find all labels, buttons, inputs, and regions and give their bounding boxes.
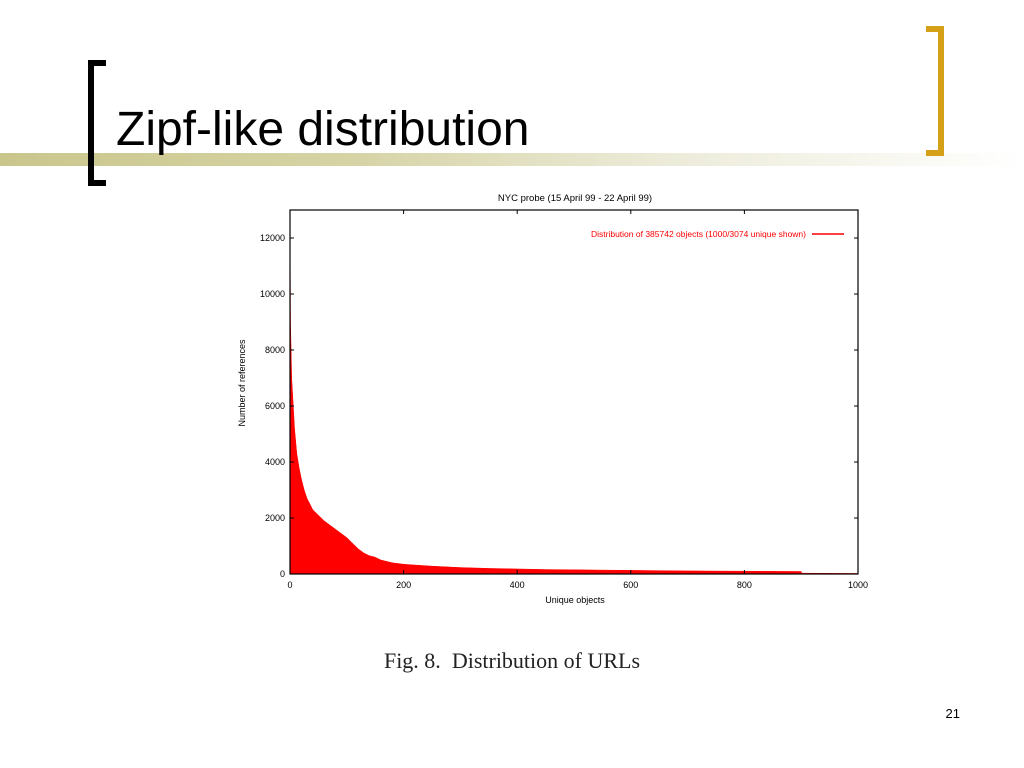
caption-text: Distribution of URLs bbox=[451, 648, 641, 673]
y-axis-label: Number of references bbox=[237, 339, 247, 427]
y-tick-label: 10000 bbox=[260, 289, 285, 299]
y-tick-label: 6000 bbox=[265, 401, 285, 411]
y-tick-label: 2000 bbox=[265, 513, 285, 523]
x-tick-label: 0 bbox=[287, 580, 292, 590]
y-tick-label: 12000 bbox=[260, 233, 285, 243]
x-tick-label: 600 bbox=[623, 580, 638, 590]
zipf-chart: NYC probe (15 April 99 - 22 April 99) Nu… bbox=[237, 193, 868, 605]
y-tick-label: 4000 bbox=[265, 457, 285, 467]
x-tick-label: 800 bbox=[737, 580, 752, 590]
page-number: 21 bbox=[945, 706, 960, 721]
right-bracket-shape bbox=[926, 26, 944, 156]
series-area-0 bbox=[289, 215, 859, 575]
x-tick-label: 200 bbox=[396, 580, 411, 590]
x-tick-label: 1000 bbox=[848, 580, 868, 590]
left-bracket-decoration bbox=[88, 60, 106, 186]
x-axis-label: Unique objects bbox=[545, 595, 605, 605]
figure-caption: Fig. 8. Distribution of URLs bbox=[0, 648, 1024, 674]
y-tick-label: 8000 bbox=[265, 345, 285, 355]
chart-title: NYC probe (15 April 99 - 22 April 99) bbox=[498, 193, 652, 204]
plot-frame bbox=[289, 209, 859, 575]
axes-layer: 0 2000 4000 6000 8000 10000 12000 0 200 400 600 800… bbox=[260, 209, 868, 590]
left-bracket-shape bbox=[88, 60, 106, 186]
right-bracket-decoration bbox=[926, 26, 944, 156]
x-tick-label: 400 bbox=[510, 580, 525, 590]
caption-figure-number: Fig. 8. bbox=[383, 648, 441, 673]
plot-layer bbox=[289, 215, 859, 575]
title-underline-bar bbox=[0, 153, 1024, 166]
slide-title: Zipf-like distribution bbox=[116, 103, 530, 156]
legend: Distribution of 385742 objects (1000/307… bbox=[591, 229, 844, 239]
y-tick-label: 0 bbox=[280, 569, 285, 579]
legend-label: Distribution of 385742 objects (1000/307… bbox=[591, 229, 806, 239]
